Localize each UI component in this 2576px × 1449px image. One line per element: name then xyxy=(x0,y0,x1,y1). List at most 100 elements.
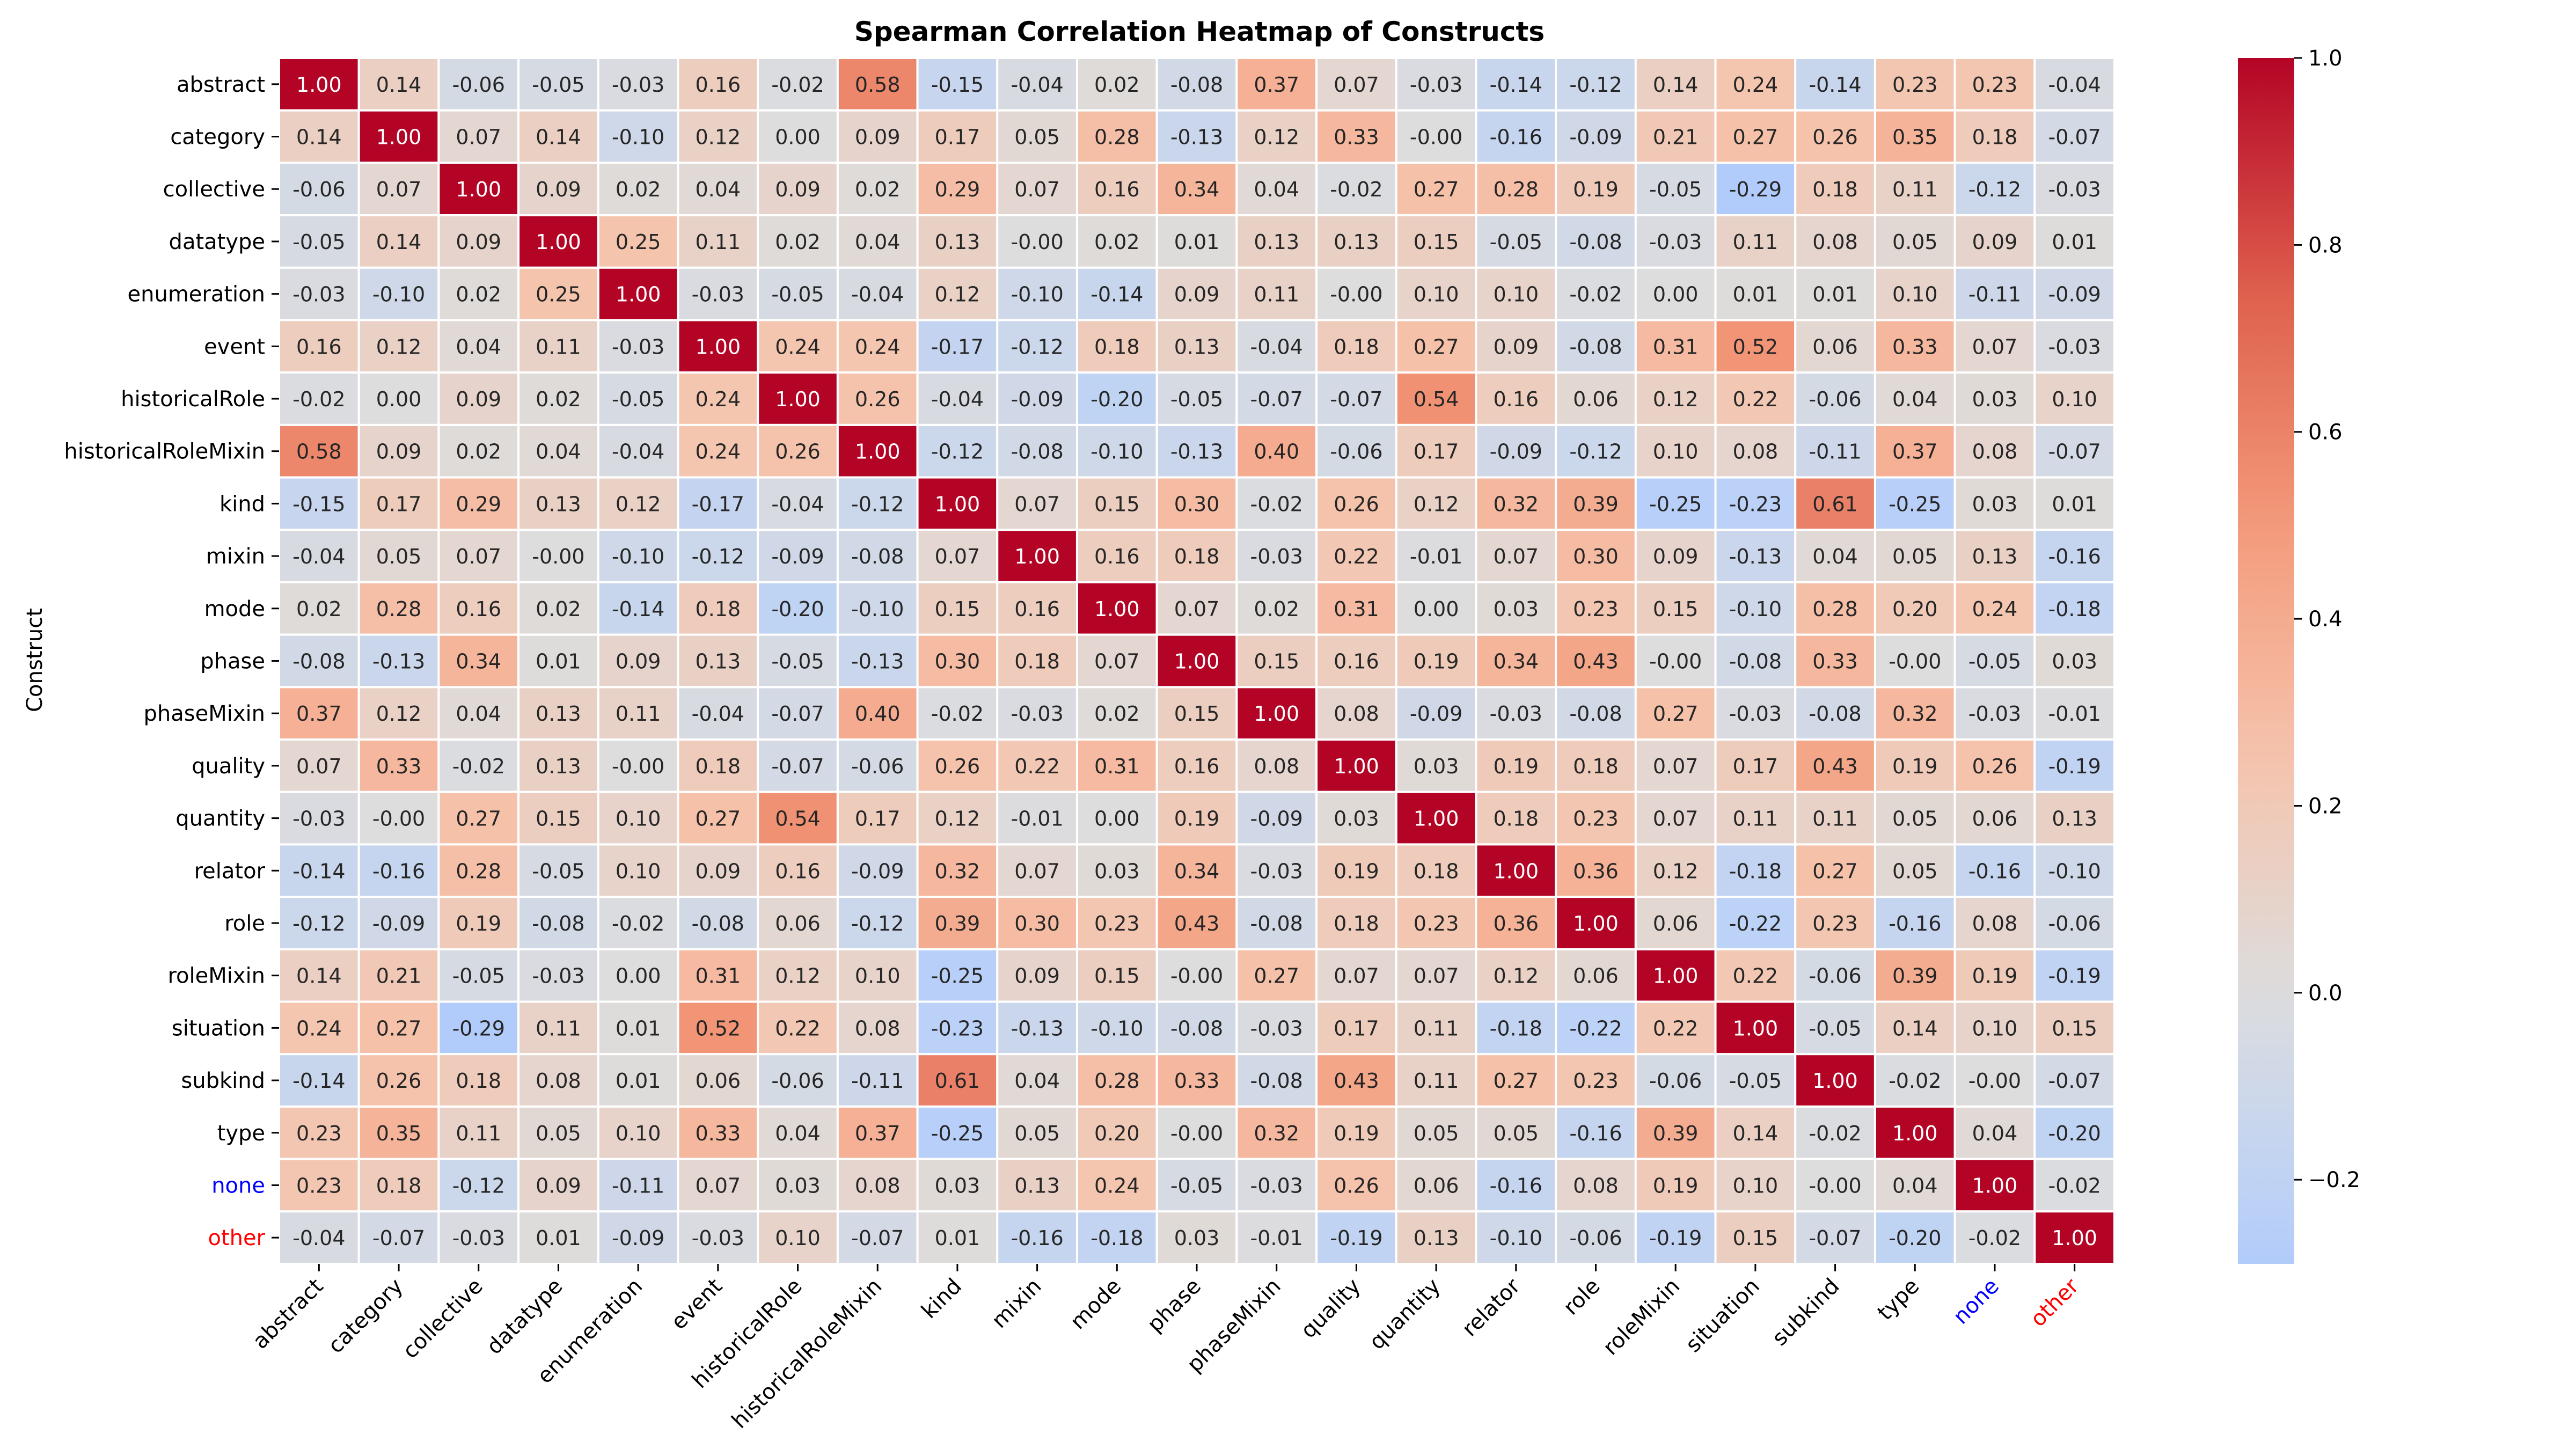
cell-value-label: 0.43 xyxy=(1334,1069,1379,1093)
cell-value-label: 0.39 xyxy=(1573,492,1619,516)
cell-value-label: 0.02 xyxy=(616,178,661,201)
cell-value-label: 0.10 xyxy=(616,807,661,831)
cell-value-label: -0.07 xyxy=(2048,440,2101,464)
y-tick-label-collective: collective xyxy=(163,177,265,202)
cell-value-label: 0.14 xyxy=(536,126,581,149)
heatmap-cell-phase-historicalRole xyxy=(757,633,839,689)
heatmap-cell-other-relator xyxy=(1475,1210,1557,1265)
heatmap-cell-other-roleMixin xyxy=(1634,1210,1717,1265)
cell-value-label: 0.12 xyxy=(935,807,980,831)
cell-value-label: 0.24 xyxy=(296,1016,342,1040)
heatmap-cell-phase-enumeration xyxy=(597,633,679,689)
cell-value-label: 0.28 xyxy=(1493,178,1539,201)
cell-value-label: 0.11 xyxy=(536,335,581,358)
cell-value-label: 0.16 xyxy=(1334,650,1379,674)
cell-value-label: -0.11 xyxy=(1809,440,1861,464)
cell-value-label: 0.04 xyxy=(775,1122,821,1145)
heatmap-cell-historicalRoleMixin-enumeration xyxy=(597,423,679,479)
heatmap-cell-roleMixin-type xyxy=(1874,948,1956,1003)
x-tick-label-datatype: datatype xyxy=(482,1274,567,1359)
cell-value-label: 0.17 xyxy=(1414,440,1459,464)
cell-value-label: 0.12 xyxy=(1254,126,1299,149)
cell-value-label: 0.12 xyxy=(376,702,422,726)
heatmap-cell-role-other xyxy=(2033,896,2116,950)
cell-value-label: 0.13 xyxy=(1174,335,1220,358)
cell-value-label: 0.21 xyxy=(376,964,422,988)
heatmap-cell-type-role xyxy=(1555,1105,1637,1160)
cell-value-label: -0.04 xyxy=(931,387,984,411)
heatmap-cell-quantity-none xyxy=(1953,791,2036,846)
cell-value-label: 1.00 xyxy=(1892,1122,1938,1145)
cell-value-label: 0.40 xyxy=(1254,440,1299,464)
cell-value-label: -0.25 xyxy=(931,1122,984,1145)
x-tick-label-quality: quality xyxy=(1296,1274,1365,1343)
heatmap-cell-situation-datatype xyxy=(517,1000,599,1056)
heatmap-cell-other-mode xyxy=(1075,1210,1158,1265)
cell-value-label: 0.07 xyxy=(456,545,501,568)
heatmap-cell-event-situation xyxy=(1714,319,1797,374)
cell-value-label: 0.19 xyxy=(1174,807,1220,831)
heatmap-cell-phase-datatype xyxy=(517,633,599,689)
cell-value-label: 0.34 xyxy=(456,650,501,674)
cell-value-label: 0.07 xyxy=(1414,964,1459,988)
cell-value-label: -0.03 xyxy=(532,964,584,988)
cell-value-label: 0.04 xyxy=(1812,545,1858,568)
cell-value-label: -0.07 xyxy=(1330,387,1382,411)
colorbar-ticks: 1.0 0.8 0.6 0.4 0.2 0.0 −0.2 xyxy=(2294,46,2360,1192)
cell-value-label: -0.25 xyxy=(1889,492,1941,516)
cell-value-label: 0.06 xyxy=(1653,912,1699,935)
cell-value-label: 0.22 xyxy=(1334,545,1379,568)
cell-value-label: -0.22 xyxy=(1569,1016,1622,1040)
cell-value-label: 0.15 xyxy=(1094,964,1140,988)
cell-value-label: 0.04 xyxy=(1892,1174,1938,1197)
heatmap-cell-historicalRole-enumeration xyxy=(597,371,679,426)
cell-value-label: 0.18 xyxy=(1812,178,1858,201)
cell-value-label: -0.08 xyxy=(1569,702,1622,726)
heatmap-cell-phaseMixin-none xyxy=(1953,686,2036,741)
cell-value-label: 0.02 xyxy=(1094,230,1140,254)
cell-value-label: -0.07 xyxy=(1809,1226,1861,1250)
cell-value-label: 0.37 xyxy=(1892,440,1938,464)
cell-value-label: 0.01 xyxy=(1174,230,1220,254)
heatmap-cell-type-category xyxy=(357,1105,440,1160)
y-tick-label-none: none xyxy=(211,1173,265,1198)
heatmap-cell-none-collective xyxy=(437,1158,520,1213)
cell-value-label: -0.13 xyxy=(1011,1016,1063,1040)
heatmap-cell-collective-historicalRole xyxy=(757,162,839,217)
cell-value-label: 0.12 xyxy=(1653,387,1699,411)
cell-value-label: -0.12 xyxy=(1569,73,1622,97)
heatmap-cell-category-phaseMixin xyxy=(1235,109,1318,164)
cell-value-label: -0.18 xyxy=(1091,1226,1143,1250)
cell-value-label: 0.32 xyxy=(1493,492,1539,516)
cell-value-label: 0.28 xyxy=(1094,126,1140,149)
heatmap-cell-quality-kind xyxy=(916,738,999,793)
cell-value-label: -0.00 xyxy=(1330,283,1382,306)
cell-value-label: -0.09 xyxy=(372,912,425,935)
cell-value-label: 0.37 xyxy=(855,1122,901,1145)
cell-value-label: 0.13 xyxy=(1972,545,2018,568)
cell-value-label: 0.16 xyxy=(696,73,741,97)
heatmap-cell-mixin-quantity xyxy=(1395,529,1477,583)
heatmap-cell-mixin-enumeration xyxy=(597,529,679,583)
heatmap-cell-event-role xyxy=(1555,319,1637,374)
cell-value-label: 0.17 xyxy=(1334,1016,1379,1040)
heatmap-cell-kind-kind xyxy=(916,476,999,531)
cell-value-label: -0.05 xyxy=(1170,387,1223,411)
heatmap-cell-other-abstract xyxy=(278,1210,360,1265)
cell-value-label: 0.31 xyxy=(1094,755,1140,778)
heatmap-cell-mixin-situation xyxy=(1714,529,1797,583)
heatmap-cell-quality-event xyxy=(677,738,759,793)
cell-value-label: 0.02 xyxy=(855,178,901,201)
heatmap-cell-mixin-other xyxy=(2033,529,2116,583)
heatmap-cell-other-quality xyxy=(1315,1210,1397,1265)
cell-value-label: -0.00 xyxy=(372,807,425,831)
cell-value-label: 1.00 xyxy=(1573,912,1619,935)
cell-value-label: 0.23 xyxy=(1414,912,1459,935)
cell-value-label: 0.26 xyxy=(1972,755,2018,778)
heatmap-cell-situation-historicalRoleMixin xyxy=(836,1000,919,1056)
heatmap-cell-subkind-role xyxy=(1555,1053,1637,1108)
x-tick-label-mode: mode xyxy=(1066,1274,1126,1335)
cell-value-label: 0.17 xyxy=(376,492,422,516)
cell-value-label: -0.00 xyxy=(1649,650,1702,674)
